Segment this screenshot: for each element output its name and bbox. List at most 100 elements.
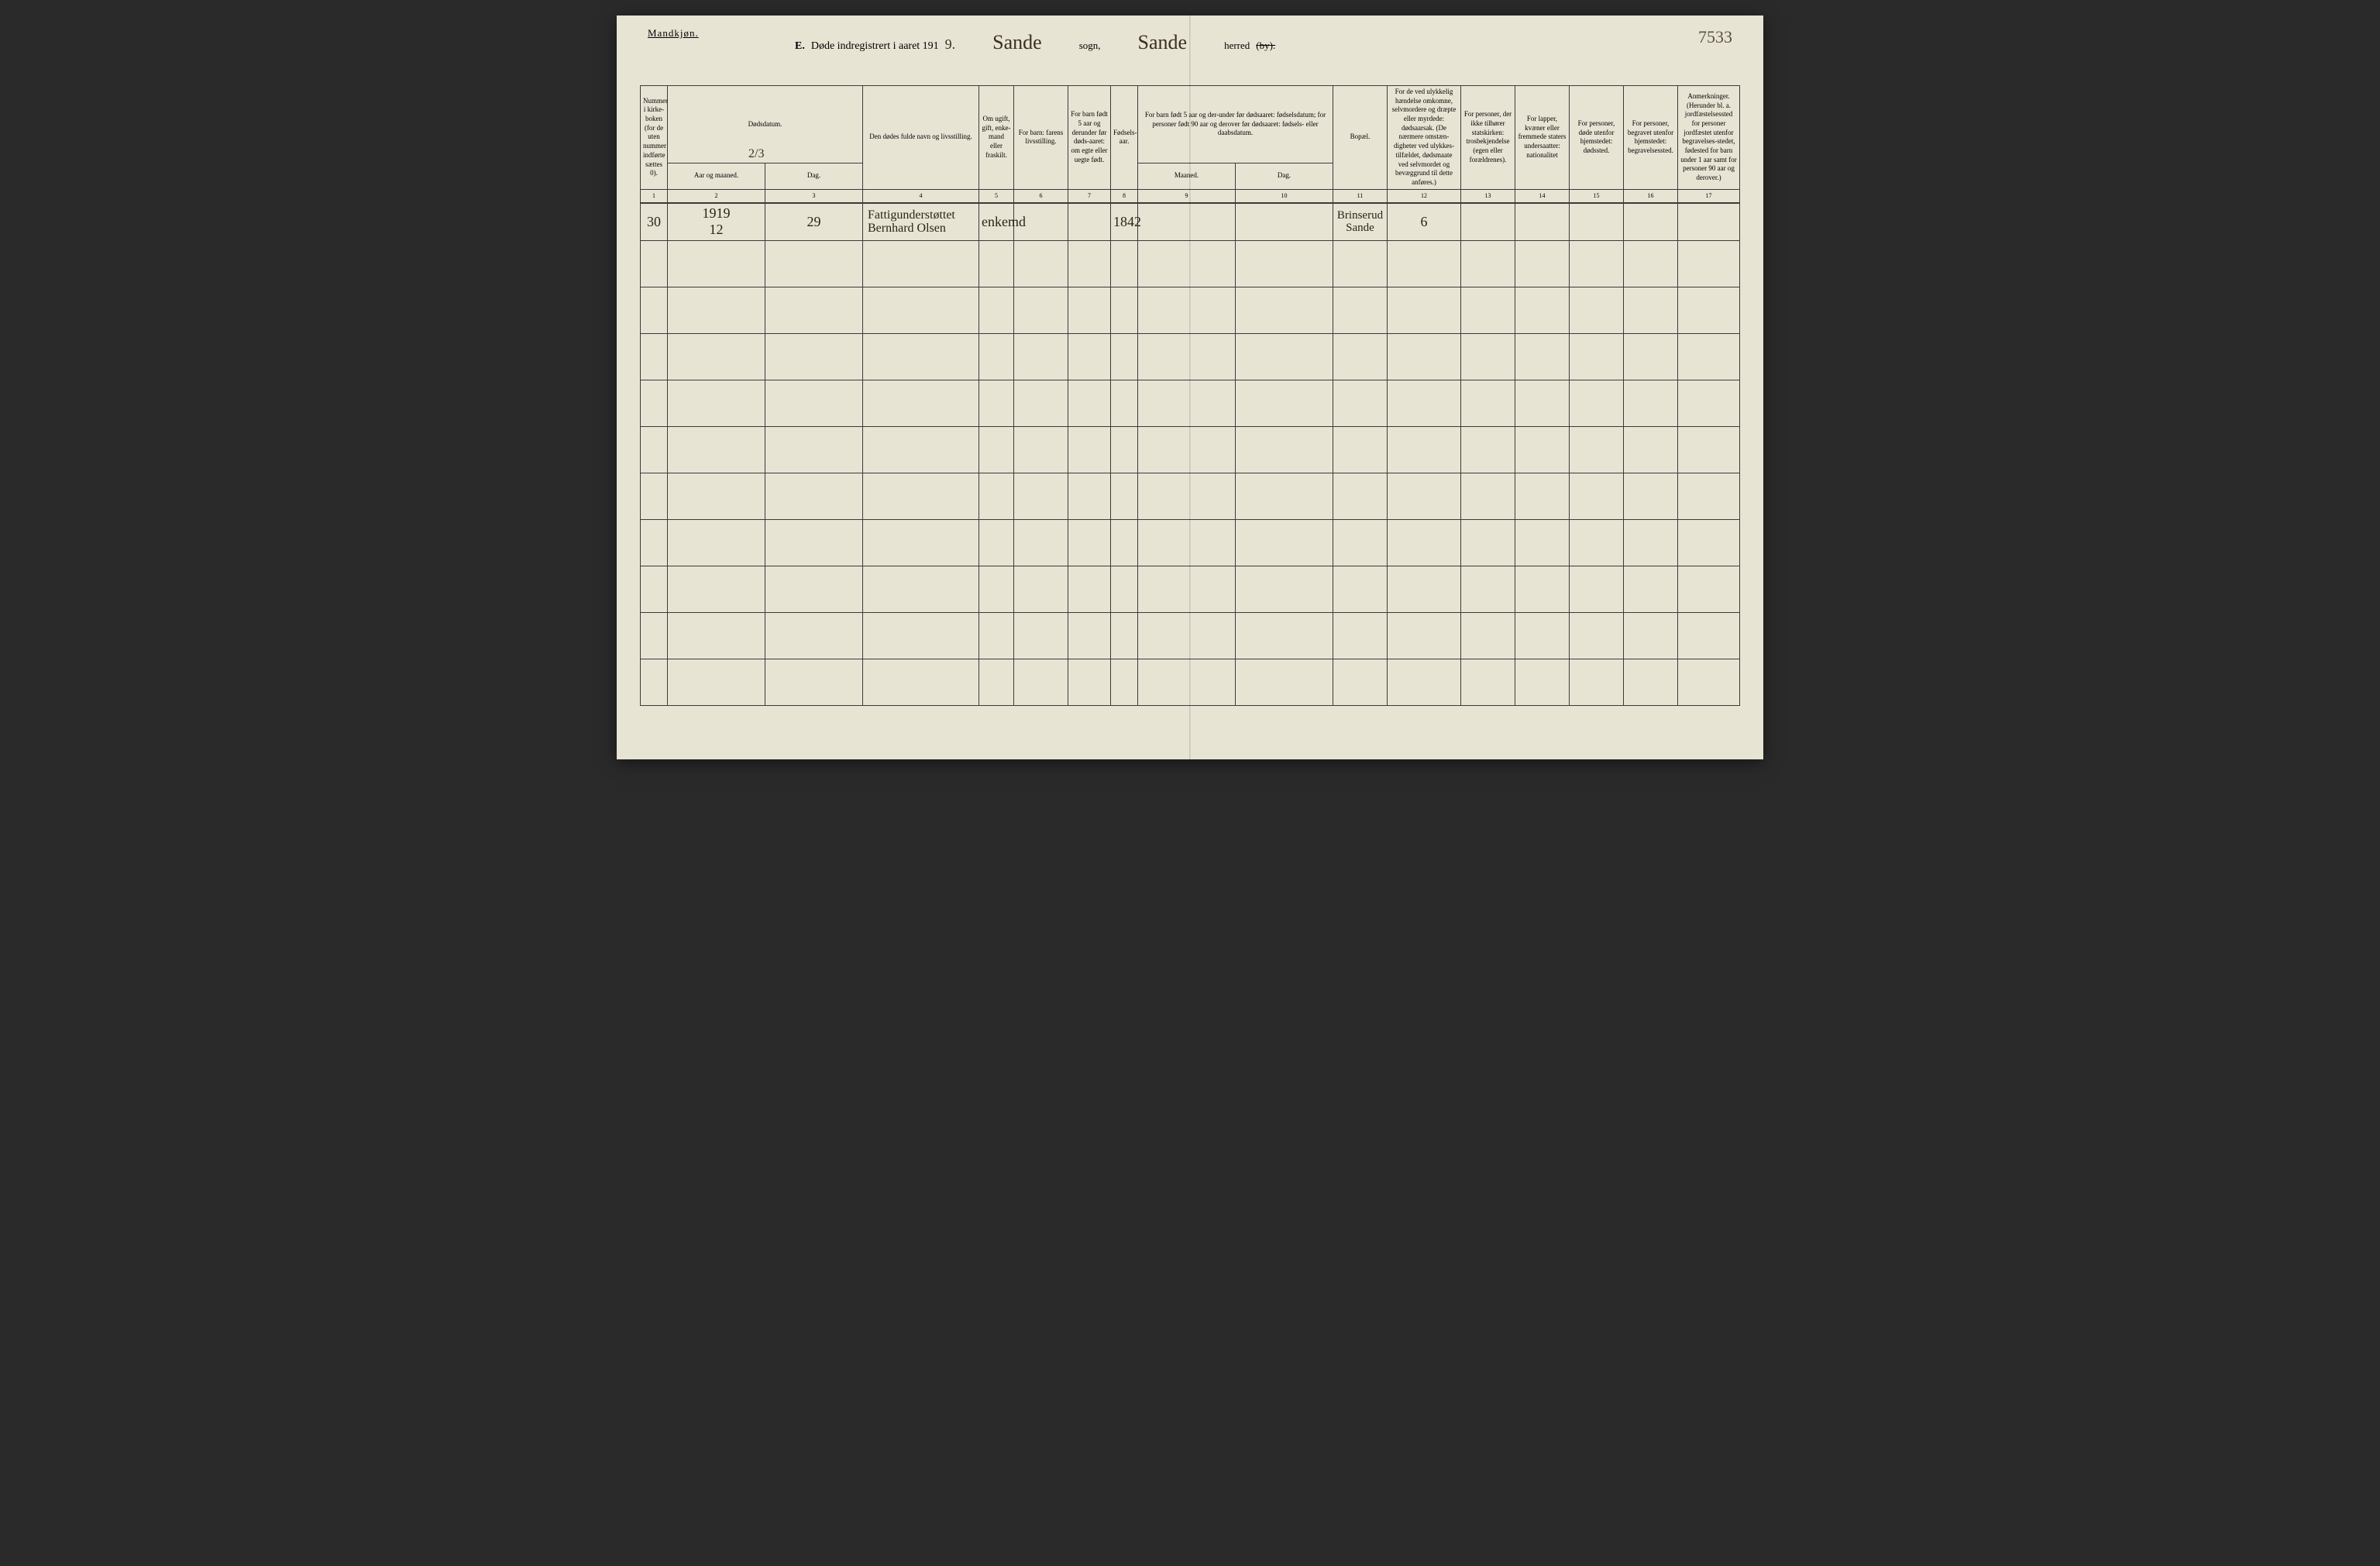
empty-cell [1138,519,1236,566]
empty-cell [1014,566,1068,612]
empty-cell [1111,380,1138,426]
cell-bopael-line2: Sande [1346,222,1374,234]
empty-cell [1111,287,1138,333]
empty-cell [1624,473,1678,519]
empty-cell [1515,566,1570,612]
cell-lapper [1515,203,1570,240]
col-header-13: For personer, der ikke tilhører statskir… [1461,86,1515,190]
empty-cell [1678,566,1740,612]
empty-cell [1333,380,1388,426]
gender-label: Mandkjøn. [648,27,699,40]
colnum-11: 11 [1333,189,1388,203]
empty-cell [1388,519,1461,566]
cell-fodaar: 1842 [1111,203,1138,240]
cell-anm [1678,203,1740,240]
empty-cell [1138,566,1236,612]
cell-aarsak: 6 [1388,203,1461,240]
empty-cell [1624,519,1678,566]
empty-cell [1570,519,1624,566]
empty-cell [765,380,863,426]
empty-cell [1388,612,1461,659]
empty-cell [1236,473,1333,519]
empty-cell [641,659,668,705]
empty-cell [1014,612,1068,659]
empty-cell [979,566,1014,612]
empty-cell [1678,240,1740,287]
colnum-5: 5 [979,189,1014,203]
empty-cell [1111,333,1138,380]
colnum-16: 16 [1624,189,1678,203]
col-header-9-maaned: Maaned. [1138,163,1236,190]
empty-cell [1236,240,1333,287]
empty-cell [1333,659,1388,705]
empty-cell [1388,333,1461,380]
empty-cell [1111,426,1138,473]
empty-cell [1388,566,1461,612]
empty-cell [1388,287,1461,333]
herred-strike: (by). [1256,40,1275,52]
empty-cell [1111,566,1138,612]
empty-cell [1138,473,1236,519]
empty-cell [863,566,979,612]
cell-maaned [1138,203,1236,240]
empty-cell [1461,612,1515,659]
empty-cell [765,566,863,612]
empty-cell [765,612,863,659]
empty-cell [1515,659,1570,705]
col-header-9-dag: Dag. [1236,163,1333,190]
cell-stats [1461,203,1515,240]
empty-cell [1624,659,1678,705]
empty-cell [1068,380,1111,426]
col-header-7: For barn født 5 aar og derunder før døds… [1068,86,1111,190]
empty-cell [1068,612,1111,659]
empty-cell [1570,333,1624,380]
empty-cell [1014,659,1068,705]
empty-cell [1461,473,1515,519]
col-header-2-aar: Aar og maaned. [668,163,765,190]
colnum-6: 6 [1014,189,1068,203]
empty-cell [863,426,979,473]
col-header-2-top: Dødsdatum. [668,86,863,163]
page-binding [1189,15,1191,759]
empty-cell [1111,519,1138,566]
empty-cell [1678,333,1740,380]
margin-note-213: 2/3 [748,147,764,161]
empty-cell [1236,566,1333,612]
empty-cell [1678,287,1740,333]
empty-cell [1515,519,1570,566]
empty-cell [1333,473,1388,519]
empty-cell [979,473,1014,519]
empty-cell [1461,659,1515,705]
cell-dodssted [1570,203,1624,240]
empty-cell [1014,426,1068,473]
colnum-2: 2 [668,189,765,203]
empty-cell [863,287,979,333]
empty-cell [1624,287,1678,333]
empty-cell [668,612,765,659]
empty-cell [765,333,863,380]
empty-cell [1138,426,1236,473]
empty-cell [1388,380,1461,426]
cell-aar-line1: 1919 [703,205,731,221]
empty-cell [641,333,668,380]
empty-cell [1570,659,1624,705]
colnum-7: 7 [1068,189,1111,203]
empty-cell [1678,426,1740,473]
empty-cell [1570,566,1624,612]
empty-cell [668,287,765,333]
empty-cell [1624,240,1678,287]
empty-cell [641,240,668,287]
empty-cell [979,426,1014,473]
empty-cell [1515,287,1570,333]
empty-cell [979,659,1014,705]
empty-cell [1461,426,1515,473]
empty-cell [668,566,765,612]
col-header-6: For barn: farens livsstilling. [1014,86,1068,190]
empty-cell [1014,380,1068,426]
empty-cell [641,519,668,566]
empty-cell [1570,240,1624,287]
cell-name-line1: Fattigunderstøttet [868,208,955,222]
empty-cell [1111,473,1138,519]
empty-cell [1068,426,1111,473]
empty-cell [765,287,863,333]
